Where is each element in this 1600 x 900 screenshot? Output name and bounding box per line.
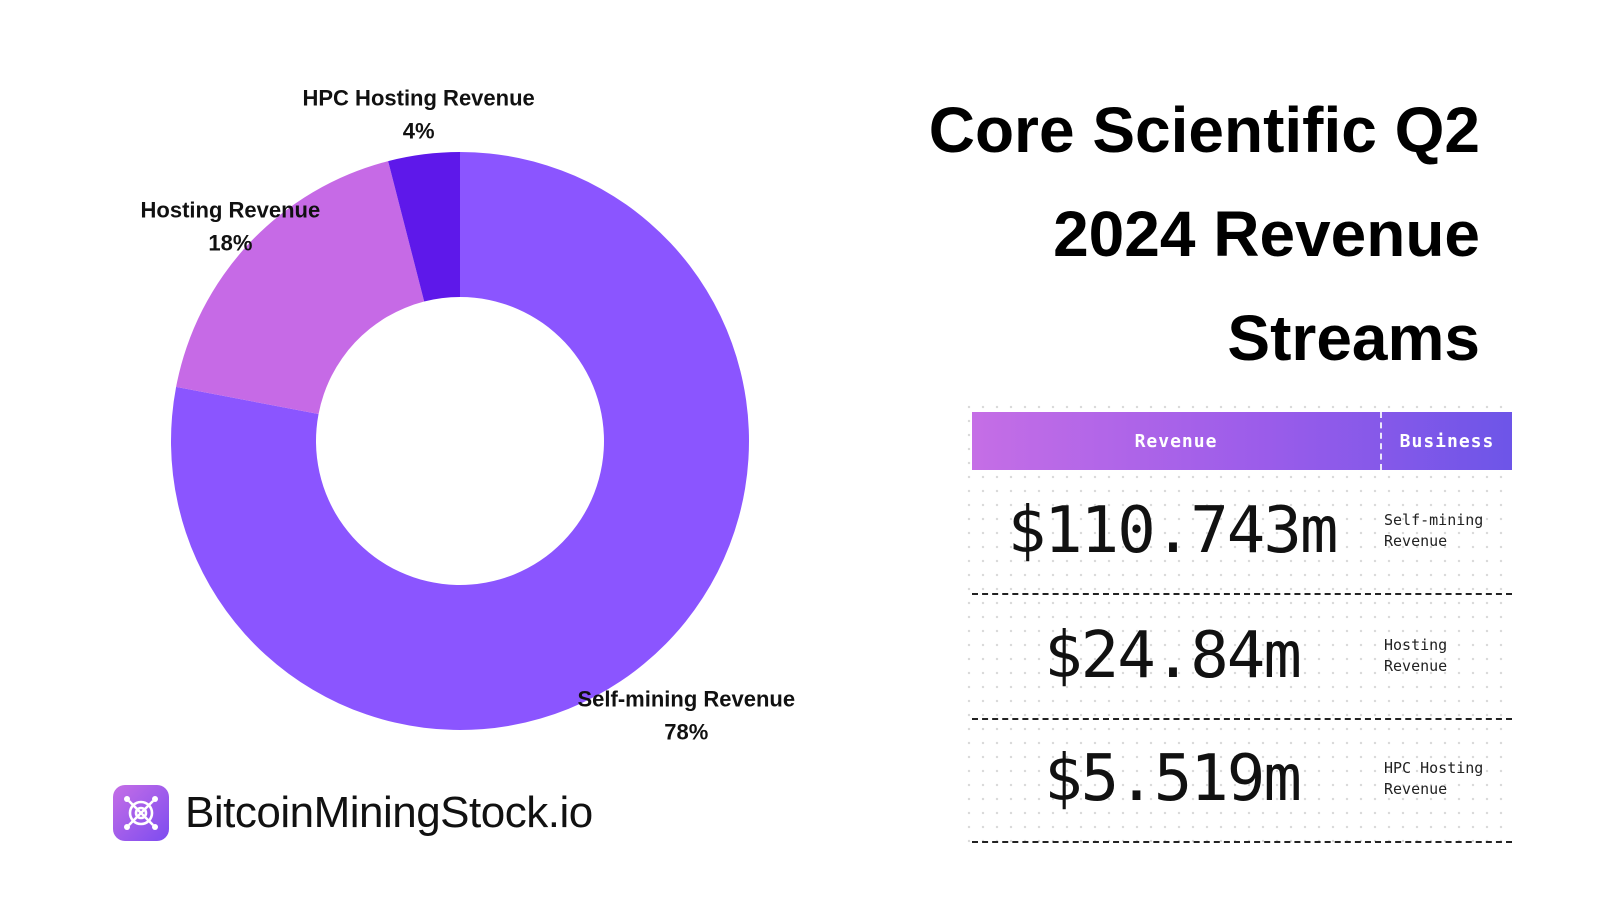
brand-logo: BitcoinMiningStock.io: [113, 785, 593, 841]
row-divider: [972, 593, 1512, 595]
row-divider: [972, 718, 1512, 720]
slice-percent: 18%: [208, 230, 252, 255]
header-business: Business: [1399, 430, 1495, 452]
slice-name: Self-mining Revenue: [577, 687, 795, 712]
row-revenue-value: $24.84m: [1044, 619, 1302, 693]
title-line-1: Core Scientific Q2: [928, 94, 1480, 166]
business-line-2: Revenue: [1384, 657, 1448, 675]
slice-name: Hosting Revenue: [141, 197, 321, 222]
business-line-1: HPC Hosting: [1384, 759, 1484, 777]
page-title: Core Scientific Q2 2024 Revenue Streams: [800, 78, 1480, 390]
row-revenue-value: $110.743m: [1007, 494, 1339, 568]
slice-percent: 4%: [403, 119, 435, 144]
slice-label-hosting-revenue: Hosting Revenue 18%: [141, 197, 321, 255]
row-divider: [972, 841, 1512, 843]
table-row: $24.84m Hosting Revenue: [972, 595, 1512, 720]
slice-label-hpc-hosting-revenue: HPC Hosting Revenue 4%: [303, 86, 535, 144]
row-business-label: HPC Hosting Revenue: [1384, 718, 1514, 840]
header-revenue: Revenue: [1134, 430, 1218, 452]
revenue-donut-chart: Self-mining Revenue 78% Hosting Revenue 18%…: [141, 86, 796, 745]
row-business-label: Hosting Revenue: [1384, 595, 1514, 717]
slice-percent: 78%: [664, 720, 708, 745]
business-line-2: Revenue: [1384, 780, 1448, 798]
title-line-2: 2024 Revenue: [1053, 198, 1480, 270]
brand-name: BitcoinMiningStock.io: [185, 788, 593, 837]
business-line-1: Self-mining: [1384, 511, 1484, 529]
donut-slice-self-mining-revenue: [170, 152, 749, 730]
row-revenue-value: $5.519m: [1044, 742, 1302, 816]
business-line-2: Revenue: [1384, 532, 1448, 550]
slice-name: HPC Hosting Revenue: [303, 86, 535, 111]
slice-label-self-mining-revenue: Self-mining Revenue 78%: [577, 687, 795, 745]
table-row: $5.519m HPC Hosting Revenue: [972, 718, 1512, 843]
header-divider: [1380, 412, 1382, 470]
revenue-table: Revenue Business $110.743m Self-mining R…: [962, 400, 1512, 850]
mining-logo-icon: [113, 785, 169, 841]
table-row: $110.743m Self-mining Revenue: [972, 470, 1512, 595]
business-line-1: Hosting: [1384, 636, 1448, 654]
table-header: Revenue Business: [972, 412, 1512, 470]
donut-slice-hosting-revenue: [176, 161, 425, 415]
donut-slice-hpc-hosting-revenue: [388, 152, 460, 302]
title-line-3: Streams: [1227, 302, 1480, 374]
row-business-label: Self-mining Revenue: [1384, 470, 1514, 592]
